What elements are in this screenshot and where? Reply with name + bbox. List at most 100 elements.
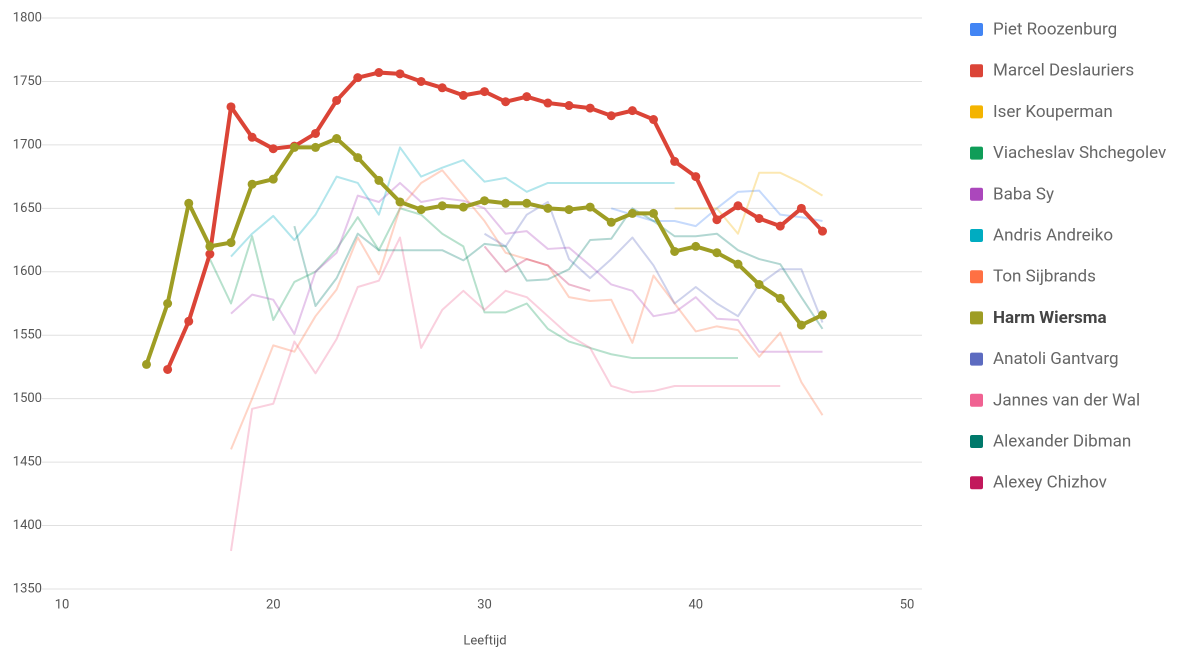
y-tick-label: 1550	[13, 328, 42, 343]
data-point	[332, 95, 342, 105]
y-tick-label: 1800	[13, 10, 42, 25]
legend-label: Marcel Deslauriers	[993, 61, 1134, 81]
legend-swatch	[970, 105, 983, 119]
data-point	[353, 153, 363, 163]
data-point	[691, 241, 701, 251]
legend-label: Jannes van der Wal	[993, 390, 1140, 410]
legend-label: Piet Roozenburg	[993, 19, 1117, 39]
data-point	[775, 293, 785, 303]
x-tick-label: 20	[266, 597, 281, 612]
x-axis-label: Leeftijd	[463, 633, 506, 648]
x-tick-label: 10	[55, 597, 70, 612]
data-point	[311, 142, 320, 152]
data-point	[818, 310, 827, 320]
data-point	[627, 208, 637, 218]
data-point	[289, 142, 299, 152]
legend-label: Viacheslav Shchegolev	[993, 143, 1166, 163]
y-tick-label: 1350	[13, 581, 42, 596]
data-point	[184, 198, 194, 208]
data-point	[247, 179, 257, 189]
y-tick-label: 1400	[13, 518, 42, 533]
data-point	[205, 249, 215, 259]
y-tick-label: 1450	[13, 455, 42, 470]
data-point	[522, 198, 532, 208]
data-point	[458, 90, 468, 100]
legend-label: Iser Kouperman	[993, 102, 1113, 122]
data-point	[332, 134, 342, 144]
data-point	[142, 359, 151, 369]
data-point	[543, 203, 553, 213]
data-point	[416, 205, 426, 215]
legend-swatch	[970, 311, 983, 325]
data-point	[564, 101, 574, 111]
data-point	[754, 213, 764, 223]
data-point	[268, 174, 278, 184]
data-point	[437, 83, 447, 93]
data-point	[163, 364, 173, 374]
data-point	[501, 198, 511, 208]
data-point	[627, 106, 637, 116]
series-line	[483, 245, 591, 292]
data-point	[733, 201, 743, 211]
legend-label: Baba Sy	[993, 184, 1054, 204]
data-point	[775, 221, 785, 231]
data-point	[712, 248, 722, 258]
series-line	[230, 236, 781, 552]
data-point	[564, 205, 574, 215]
data-point	[437, 201, 447, 211]
data-point	[395, 69, 405, 79]
legend-swatch	[970, 23, 983, 36]
legend-label: Alexander Dibman	[993, 431, 1131, 451]
x-tick-label: 30	[477, 597, 492, 612]
y-tick-label: 1500	[13, 391, 42, 406]
series-line	[293, 207, 824, 330]
legend-swatch	[970, 435, 983, 448]
data-point	[226, 102, 236, 112]
data-point	[416, 76, 426, 86]
legend-swatch	[970, 64, 983, 78]
data-point	[670, 246, 680, 256]
data-point	[311, 128, 320, 138]
data-point	[184, 316, 194, 326]
data-point	[796, 203, 806, 213]
legend-label: Andris Andreiko	[993, 225, 1113, 245]
data-point	[712, 215, 722, 225]
series-line	[230, 169, 824, 450]
data-point	[226, 238, 236, 248]
series-line	[674, 171, 824, 235]
legend-label: Anatoli Gantvarg	[993, 349, 1119, 369]
data-point	[480, 196, 489, 206]
series-line	[230, 181, 823, 353]
data-point	[374, 68, 384, 78]
data-point	[374, 175, 384, 185]
legend-label: Harm Wiersma	[993, 308, 1107, 328]
data-point	[733, 259, 743, 269]
data-point	[205, 241, 215, 251]
x-tick-label: 50	[900, 597, 915, 612]
y-tick-label: 1600	[13, 264, 42, 279]
data-point	[754, 279, 764, 289]
x-tick-label: 40	[688, 597, 703, 612]
legend-label: Alexey Chizhov	[993, 473, 1107, 493]
data-point	[501, 97, 511, 107]
legend-swatch	[970, 476, 983, 490]
data-point	[585, 202, 595, 212]
data-point	[649, 208, 658, 218]
data-point	[606, 111, 616, 121]
data-point	[458, 202, 468, 212]
data-point	[649, 115, 658, 125]
legend-swatch	[970, 352, 983, 366]
data-point	[395, 197, 405, 207]
data-point	[247, 132, 257, 142]
data-point	[818, 226, 827, 236]
data-point	[796, 320, 806, 330]
data-point	[585, 103, 595, 113]
y-tick-label: 1650	[13, 201, 42, 216]
data-point	[163, 299, 173, 308]
data-point	[543, 98, 553, 108]
legend-swatch	[970, 229, 983, 242]
y-tick-label: 1750	[13, 74, 42, 89]
data-point	[268, 144, 278, 154]
series-line	[610, 189, 823, 228]
y-tick-label: 1700	[13, 137, 42, 152]
